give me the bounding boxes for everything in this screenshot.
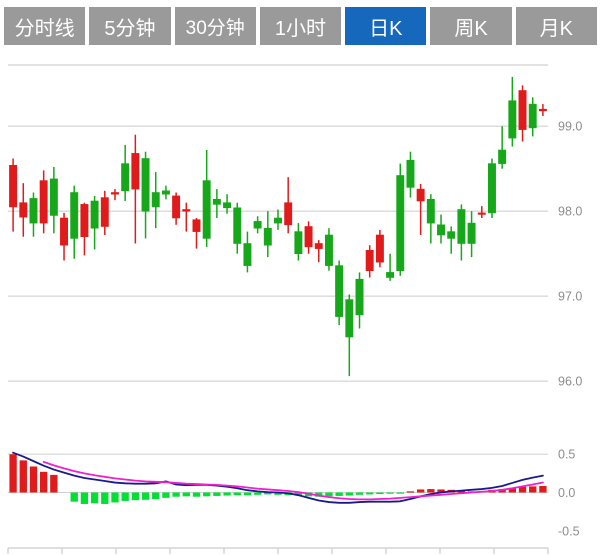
y-axis-labels: 99.0 98.0 97.0 96.0 0.5 0.0 -0.5 — [558, 120, 582, 539]
x-axis-ticks — [7, 547, 549, 554]
macd-lines — [12, 451, 544, 504]
timeframe-tab-bar: 分时线 5分钟 30分钟 1小时 日K 周K 月K — [0, 0, 601, 52]
tab-30min[interactable]: 30分钟 — [174, 7, 256, 45]
stock-chart-svg: 99.0 98.0 97.0 96.0 0.5 0.0 -0.5 — [7, 64, 582, 554]
tab-monthk-label: 月K — [539, 17, 573, 40]
tab-weekk-label: 周K — [454, 17, 488, 40]
macd-tick-label: 0.5 — [558, 448, 575, 462]
tab-weekk[interactable]: 周K — [430, 7, 512, 45]
candlestick-series — [9, 76, 547, 377]
tab-fenshi-label: 分时线 — [14, 17, 75, 40]
macd-histogram — [9, 454, 547, 504]
tab-5min[interactable]: 5分钟 — [89, 7, 171, 45]
price-tick-label: 99.0 — [558, 120, 582, 134]
macd-tick-label: 0.0 — [558, 486, 575, 500]
tab-30min-label: 30分钟 — [185, 17, 245, 39]
price-tick-label: 97.0 — [558, 290, 582, 304]
tab-dayk-label: 日K — [369, 17, 403, 40]
tab-1hour[interactable]: 1小时 — [259, 7, 342, 45]
price-tick-label: 96.0 — [558, 375, 582, 389]
macd-tick-label: -0.5 — [558, 524, 580, 538]
tab-5min-label: 5分钟 — [104, 17, 156, 40]
price-tick-label: 98.0 — [558, 205, 582, 219]
tab-fenshi[interactable]: 分时线 — [4, 7, 86, 45]
chart-area: 99.0 98.0 97.0 96.0 0.5 0.0 -0.5 — [0, 52, 601, 555]
tab-monthk[interactable]: 月K — [515, 7, 597, 45]
tab-1hour-label: 1小时 — [274, 17, 327, 40]
tab-dayk[interactable]: 日K — [345, 7, 427, 45]
